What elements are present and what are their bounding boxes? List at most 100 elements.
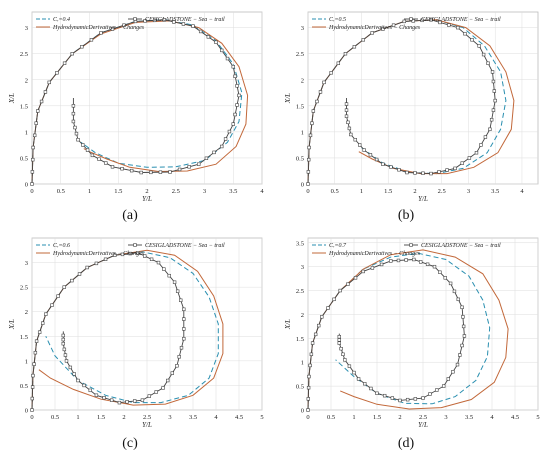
series-marker	[491, 79, 496, 84]
series-marker	[110, 398, 114, 402]
x-tick-label: 0.5	[331, 188, 339, 195]
series-marker	[31, 157, 35, 162]
series-marker	[39, 99, 44, 104]
series-marker	[55, 71, 59, 75]
x-tick-label: 0.5	[51, 414, 59, 421]
series-marker	[117, 400, 122, 405]
series-marker	[467, 156, 472, 160]
y-tick-label: 0.5	[296, 384, 304, 391]
series-marker	[154, 390, 158, 394]
series-marker	[443, 276, 447, 280]
series-marker	[313, 332, 318, 337]
series-marker	[332, 297, 336, 302]
x-tick-label: 2	[122, 414, 125, 421]
series-marker	[306, 386, 311, 390]
series-marker	[326, 306, 330, 310]
series-marker	[446, 377, 450, 381]
series-marker	[361, 38, 365, 42]
series-marker	[329, 71, 333, 75]
series-marker	[179, 346, 184, 350]
series-marker	[336, 61, 341, 65]
series-marker	[120, 252, 125, 257]
series-marker	[161, 386, 165, 390]
series-marker	[182, 317, 186, 321]
legend-label: CESIGLADSTONE − Sea − trail	[421, 243, 501, 249]
series-marker	[379, 262, 384, 267]
x-tick-label: 2.5	[172, 188, 180, 195]
series-marker	[307, 145, 311, 150]
x-tick-label: 4	[260, 188, 264, 195]
series-marker	[308, 133, 313, 138]
series-marker	[41, 321, 45, 325]
series-marker	[43, 90, 48, 94]
series-marker	[490, 70, 495, 74]
series-marker	[136, 251, 140, 255]
legend-label: Cᵣ=0.7	[329, 243, 347, 249]
series-marker	[474, 151, 479, 155]
series-marker	[220, 144, 224, 149]
series-marker	[307, 157, 311, 162]
series-marker	[76, 378, 80, 383]
series-marker	[306, 182, 310, 186]
series-marker	[80, 45, 84, 49]
y-tick-label: 2	[25, 309, 28, 316]
legend: Cᵣ=0.4 CESIGLADSTONE − Sea − trailHydrody…	[36, 16, 225, 31]
x-tick-label: 0	[306, 414, 309, 421]
x-tick-label: 3.5	[491, 188, 499, 195]
series-marker	[167, 273, 171, 278]
series-marker	[413, 397, 418, 401]
y-tick-label: 1.5	[296, 103, 304, 110]
y-tick-label: 0	[301, 408, 304, 415]
series-marker	[62, 347, 67, 352]
series-marker	[375, 391, 379, 395]
series-marker	[310, 341, 315, 345]
series-marker	[94, 393, 99, 397]
series-marker	[362, 148, 366, 152]
series-marker	[128, 251, 132, 256]
series-marker	[337, 338, 341, 342]
x-axis-label: Y/L	[142, 195, 152, 203]
series-marker	[382, 393, 387, 398]
series-marker	[455, 362, 460, 367]
legend-label: HydrodynamicDerivatives − Changes	[52, 25, 145, 31]
series-marker	[85, 265, 89, 270]
x-tick-label: 3.5	[189, 414, 197, 421]
series-marker	[76, 137, 80, 142]
series-marker	[437, 170, 441, 174]
series-marker	[421, 396, 425, 400]
y-tick-label: 3	[301, 264, 304, 271]
series-marker	[64, 359, 69, 363]
series-marker	[338, 288, 342, 293]
series-marker	[227, 129, 232, 134]
series-marker	[412, 257, 416, 262]
series-marker	[320, 315, 324, 319]
panel-caption-c: (c)	[122, 436, 138, 451]
series-marker	[419, 260, 423, 264]
y-tick-label: 0.5	[20, 155, 28, 162]
series-marker	[491, 108, 496, 112]
series-marker	[147, 394, 151, 398]
chart-panel-d: 0 0.5 1 1.5 2 2.5 3 3.5 4 4.5 5 0 0.5 1 1.5 2 2.5 3 3.5 Y/L…	[282, 230, 544, 437]
series-marker	[102, 396, 106, 400]
x-tick-label: 0	[306, 188, 309, 195]
series-marker	[197, 162, 201, 166]
x-tick-label: 4	[490, 414, 494, 421]
series-marker	[483, 135, 488, 139]
series-marker	[429, 18, 433, 22]
y-tick-label: 2	[25, 77, 28, 84]
y-tick-label: 2	[301, 77, 304, 84]
series-marker	[89, 38, 94, 42]
y-tick-label: 0	[301, 182, 304, 189]
series-marker	[181, 22, 186, 26]
series-marker	[306, 408, 310, 412]
series-marker	[389, 259, 393, 263]
panel-caption-a: (a)	[122, 208, 138, 223]
series-marker	[315, 99, 319, 104]
series-marker	[447, 23, 451, 27]
series-marker	[344, 108, 349, 112]
series-marker	[90, 153, 95, 158]
series-marker	[82, 383, 86, 388]
x-tick-label: 1	[76, 414, 79, 421]
series-marker	[129, 168, 134, 173]
series-marker	[99, 31, 103, 35]
